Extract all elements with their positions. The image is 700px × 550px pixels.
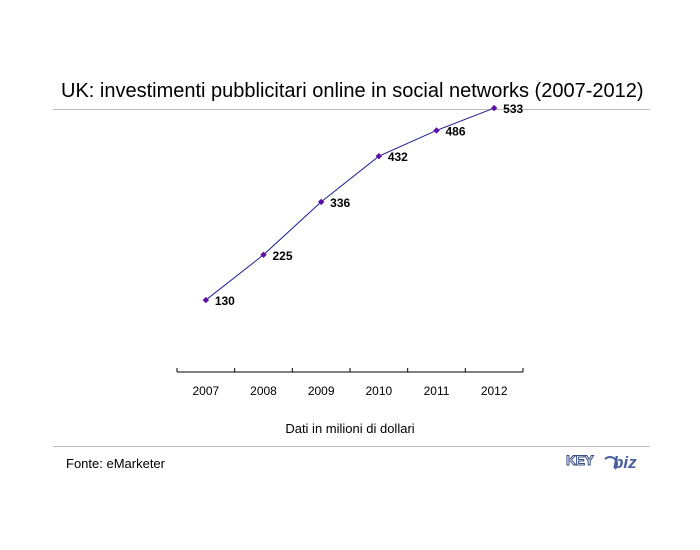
data-label: 432 — [388, 150, 408, 164]
x-tick-label: 2011 — [424, 384, 450, 398]
x-tick-label: 2012 — [481, 384, 508, 398]
data-label: 336 — [330, 196, 350, 210]
x-tick-label: 2007 — [192, 384, 219, 398]
series-line — [205, 107, 495, 301]
data-point — [433, 127, 440, 134]
divider-top — [53, 109, 650, 110]
data-label: 130 — [215, 294, 235, 308]
data-label: 225 — [273, 249, 293, 263]
units-note: Dati in milioni di dollari — [285, 421, 415, 436]
x-tick-label: 2010 — [365, 384, 392, 398]
data-point — [317, 198, 325, 206]
x-tick-label: 2008 — [250, 384, 277, 398]
data-point — [490, 104, 498, 112]
data-point — [202, 296, 210, 304]
x-tick-label: 2009 — [308, 384, 335, 398]
data-point — [375, 152, 383, 160]
chart-title: UK: investimenti pubblicitari online in … — [61, 80, 644, 102]
data-label: 486 — [446, 124, 466, 138]
data-label: 533 — [503, 102, 523, 116]
key4biz-logo: KEY biz — [565, 452, 637, 472]
data-point — [260, 251, 267, 259]
divider-bottom — [53, 446, 650, 447]
source-note: Fonte: eMarketer — [66, 456, 165, 471]
